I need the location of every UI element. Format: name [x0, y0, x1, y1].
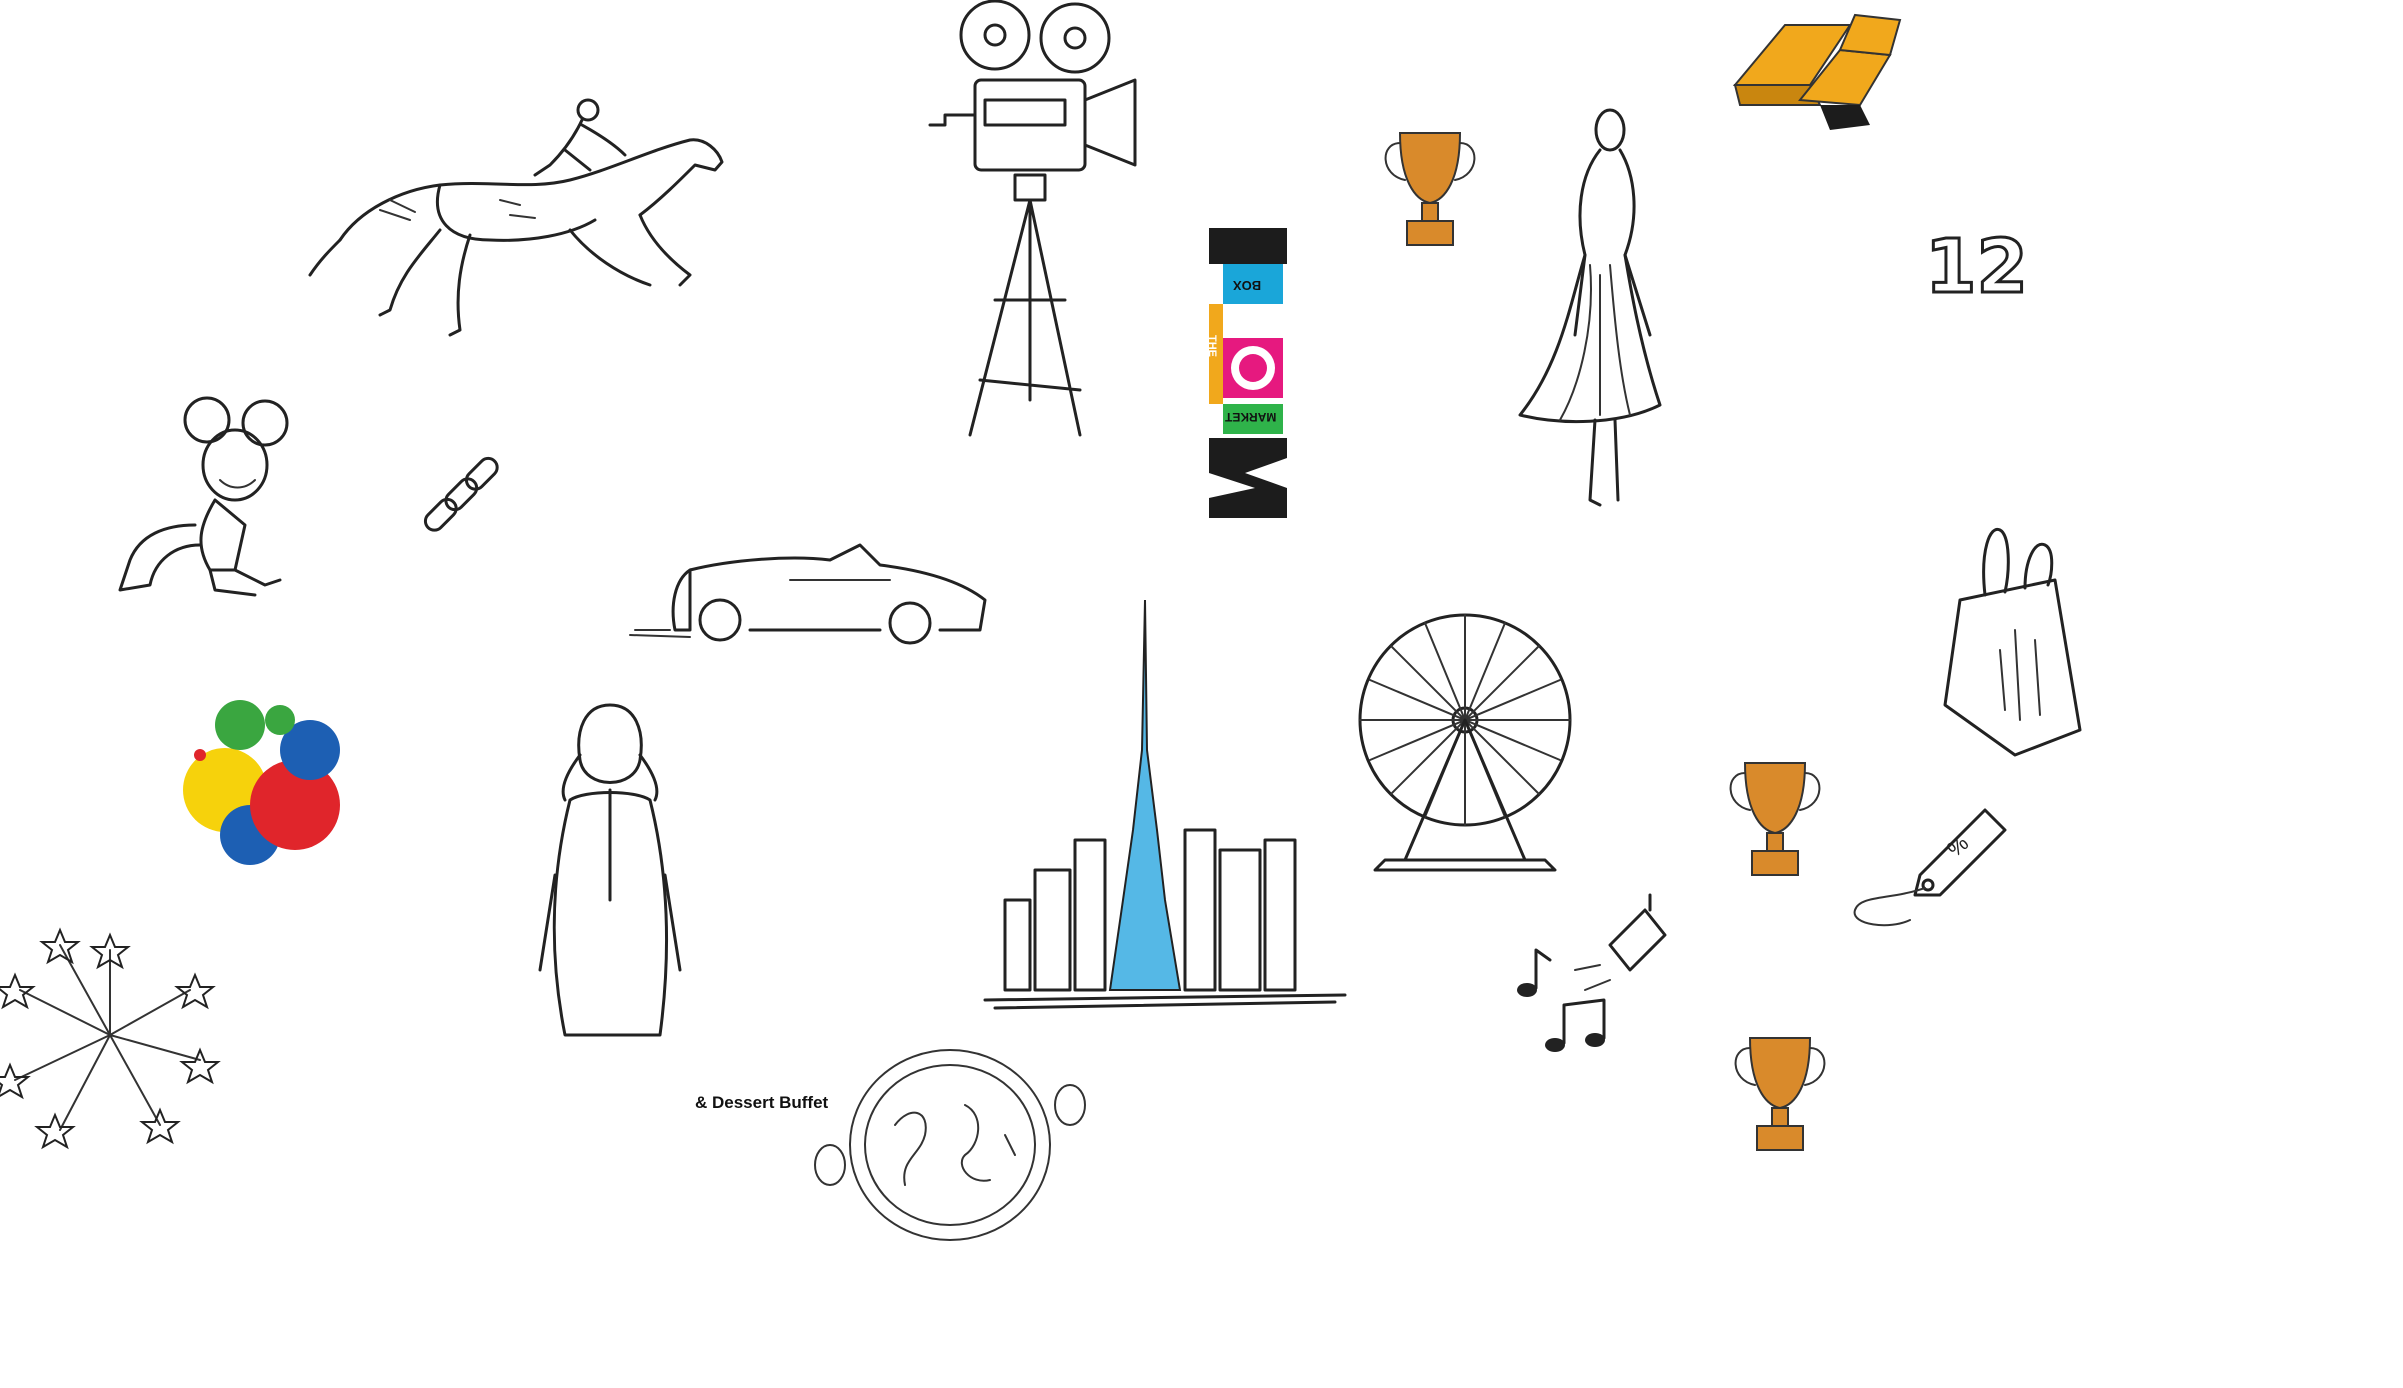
mob-market-logo: BOX THE MARKET — [1205, 228, 1291, 518]
film-camera-icon — [920, 0, 1150, 440]
mob-the-label: THE — [1206, 335, 1218, 357]
mob-box-label: BOX — [1233, 278, 1262, 293]
music-spotlight-icon — [1515, 890, 1675, 1060]
emirati-man-icon — [535, 700, 685, 1045]
mickey-mouse-icon — [115, 395, 290, 605]
trophy-icon — [1725, 1030, 1835, 1160]
chain-icon — [410, 440, 515, 550]
dessert-buffet-caption: & Dessert Buffet — [695, 1093, 829, 1112]
svg-text:%: % — [1942, 830, 1973, 862]
gold-bars-icon — [1730, 5, 1905, 135]
color-splash-icon — [170, 695, 355, 870]
horse-racing-icon — [308, 80, 740, 360]
trophy-icon — [1375, 125, 1485, 255]
trophy-icon — [1720, 755, 1830, 885]
shopping-bag-icon — [1940, 520, 2090, 760]
fireworks-icon — [0, 927, 221, 1150]
number-12-text: 12 — [1924, 224, 2030, 310]
burj-khalifa-skyline-icon — [983, 599, 1347, 1010]
number-12-icon: 12 — [1924, 229, 2030, 320]
ferris-wheel-icon — [1345, 605, 1585, 875]
mob-market-label: MARKET — [1225, 410, 1277, 424]
price-tag-icon: % — [1850, 800, 2010, 935]
convertible-car-icon — [629, 535, 990, 645]
fashion-model-icon — [1500, 105, 1680, 510]
dessert-plate-icon — [814, 1045, 1086, 1245]
